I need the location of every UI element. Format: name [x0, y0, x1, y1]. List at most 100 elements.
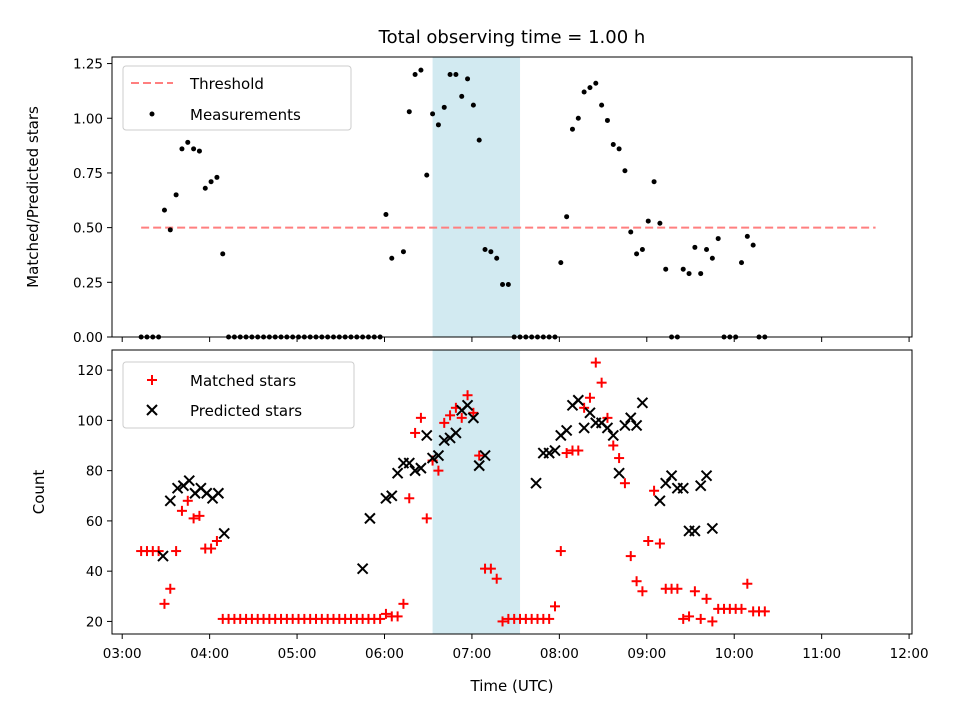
y-tick-label: 40: [86, 564, 103, 580]
matched-star-point: [689, 586, 700, 597]
matched-star-point: [544, 613, 555, 624]
predicted-star-point: [364, 512, 376, 525]
bottom-legend: Matched stars Predicted stars: [122, 361, 355, 429]
measurement-point: [704, 247, 710, 252]
measurement-point: [500, 282, 506, 287]
matched-star-point: [637, 586, 648, 597]
bottom-ylabel: Count: [30, 470, 48, 515]
measurement-point: [167, 227, 173, 233]
legend-threshold: Threshold: [189, 75, 264, 93]
matched-star-point: [171, 546, 182, 557]
measurement-point: [569, 126, 575, 132]
top-ylabel: Matched/Predicted stars: [24, 106, 42, 288]
predicted-star-point: [689, 525, 701, 537]
predicted-star-point: [403, 457, 415, 469]
measurement-point: [692, 244, 698, 250]
bottom-axes-frame: [111, 349, 913, 635]
matched-star-point: [707, 616, 718, 627]
predicted-star-point: [164, 495, 176, 507]
matched-star-point: [497, 616, 508, 627]
y-tick-label: 100: [77, 413, 103, 429]
x-tick-label: 10:00: [715, 646, 754, 662]
predicted-star-point: [421, 429, 433, 442]
measurement-point: [628, 229, 634, 235]
measurement-point: [208, 179, 214, 185]
predicted-star-point: [625, 412, 637, 424]
measurement-point: [599, 102, 605, 108]
matched-star-point: [421, 513, 432, 524]
measurement-point: [616, 146, 622, 152]
matched-star-point: [439, 417, 450, 428]
matched-star-point: [672, 583, 683, 594]
measurement-point: [564, 214, 570, 220]
measurement-point: [657, 220, 663, 226]
measurement-point: [505, 282, 511, 287]
predicted-star-point: [654, 495, 666, 507]
legend-predicted-marker: [146, 404, 158, 416]
predicted-star-point: [549, 444, 561, 457]
matched-star-point: [742, 578, 753, 589]
measurement-point: [587, 85, 593, 91]
predicted-star-point: [706, 522, 719, 535]
matched-star-point: [462, 390, 473, 401]
legend-predicted: Predicted stars: [190, 402, 302, 420]
predicted-star-point: [607, 429, 619, 442]
matched-star-point: [625, 551, 636, 562]
measurement-point: [663, 266, 669, 272]
predicted-star-point: [636, 397, 649, 409]
y-tick-label: 1.25: [73, 57, 103, 73]
matched-star-point: [176, 505, 187, 516]
measurement-point: [191, 146, 197, 152]
measurement-point: [715, 236, 721, 242]
matched-star-point: [468, 407, 479, 418]
measurement-point: [196, 148, 202, 154]
predicted-star-point: [356, 562, 369, 575]
matched-star-point: [410, 427, 421, 438]
x-tick-label: 04:00: [190, 646, 229, 662]
measurement-point: [383, 212, 389, 217]
legend-matched: Matched stars: [190, 372, 296, 390]
predicted-star-point: [578, 422, 590, 434]
matched-star-point: [684, 611, 695, 622]
measurement-point: [470, 102, 476, 108]
predicted-star-point: [409, 464, 421, 477]
matched-star-point: [561, 448, 572, 459]
measurement-point: [750, 242, 756, 248]
measurement-point: [447, 72, 453, 77]
y-tick-label: 80: [86, 464, 103, 480]
measurement-point: [581, 89, 587, 95]
matched-star-point: [573, 445, 584, 456]
measurement-point: [412, 72, 418, 77]
measurement-point: [709, 255, 715, 261]
measurement-point: [214, 174, 220, 180]
matched-star-point: [485, 563, 496, 574]
y-tick-label: 0.50: [73, 221, 103, 237]
x-tick-label: 07:00: [452, 646, 491, 662]
predicted-star-point: [438, 434, 450, 447]
y-tick-label: 120: [77, 363, 103, 379]
predicted-star-point: [426, 452, 439, 464]
x-tick-label: 06:00: [365, 646, 404, 662]
chart-title: Total observing time = 1.00 h: [378, 27, 646, 48]
measurement-point: [406, 109, 412, 115]
top-axes-frame: [111, 56, 913, 338]
x-tick-label: 05:00: [278, 646, 317, 662]
predicted-star-point: [677, 482, 689, 494]
matched-star-point: [392, 611, 403, 622]
predicted-star-point: [601, 422, 614, 434]
matched-star-point: [736, 603, 747, 614]
matched-star-point: [701, 593, 712, 604]
predicted-star-point: [380, 492, 392, 504]
measurement-point: [389, 255, 395, 261]
matched-star-point: [596, 377, 607, 388]
x-tick-label: 12:00: [890, 646, 929, 662]
predicted-star-point: [391, 467, 404, 479]
predicted-star-point: [530, 477, 542, 489]
measurement-point: [739, 260, 745, 266]
measurement-point: [698, 271, 704, 277]
x-tick-label: 11:00: [802, 646, 841, 662]
y-tick-label: 60: [86, 514, 103, 530]
measurement-point: [744, 233, 750, 239]
predicted-star-point: [461, 399, 474, 411]
measurement-point: [639, 247, 645, 252]
